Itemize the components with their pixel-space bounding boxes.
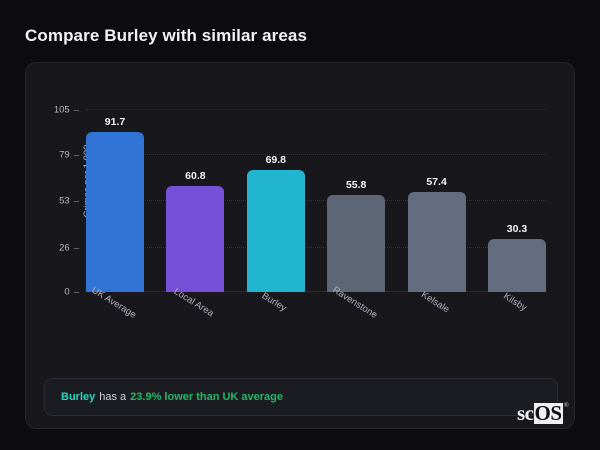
gridline: 26– (59, 242, 546, 253)
y-axis-tick-label: 53– (59, 195, 79, 207)
bar-group[interactable]: 57.4 Kelsale (407, 109, 466, 315)
bar[interactable] (487, 239, 546, 292)
page-title: Compare Burley with similar areas (25, 26, 308, 45)
bar-value-label: 55.8 (345, 178, 367, 191)
bar-value-label: 91.7 (104, 116, 126, 129)
gridline: 53– (59, 195, 546, 206)
bar-group[interactable]: 30.3 Kilsby (487, 109, 546, 314)
summary-metric: 23.9% lower than UK average (130, 391, 284, 403)
x-axis-tick-label: Kelsale (418, 289, 451, 316)
registered-mark-icon: ® (563, 401, 569, 409)
comparison-summary: Burley has a 23.9% lower than UK average (44, 378, 558, 416)
x-axis-tick-label: Kilsby (501, 290, 529, 314)
comparison-card: Crimes per 1,000 0–26–53–79–105– 91.7UK … (25, 62, 575, 429)
bar-series: 91.7 UK Average 60.8 Local Area 69.8 Burley 55… (86, 109, 546, 321)
bar[interactable] (86, 132, 144, 292)
bar-group[interactable]: 55.8 Ravenstone (327, 109, 386, 321)
bar[interactable] (407, 191, 466, 292)
bar-chart: Crimes per 1,000 0–26–53–79–105– 91.7UK … (26, 63, 576, 343)
bar-value-label: 30.3 (506, 223, 528, 236)
y-axis-tick-label: 26– (59, 242, 79, 254)
bar[interactable] (166, 186, 225, 292)
logo-highlight: OS (533, 401, 563, 425)
bar-group[interactable]: 91.7 UK Average (86, 109, 144, 321)
bar-value-label: 60.8 (185, 170, 206, 183)
logo-prefix: sc (517, 401, 534, 425)
bar-group[interactable]: 69.8 Burley (246, 109, 305, 314)
gridline: 105– (54, 105, 546, 116)
y-axis-tick-label: 105– (53, 104, 79, 116)
scos-logo: sc OS ® (517, 401, 569, 425)
gridline: 79– (59, 150, 546, 161)
bar[interactable] (246, 170, 305, 292)
bar-value-label: 69.8 (265, 154, 286, 167)
bar[interactable] (327, 194, 386, 292)
bar-group[interactable]: 60.8 Local Area (166, 109, 225, 319)
axis-baseline (86, 291, 546, 292)
summary-connector: has a (99, 391, 127, 403)
y-axis-tick-label: 79– (59, 149, 79, 161)
bar-value-label: 57.4 (426, 175, 447, 188)
x-axis-tick-label: Burley (259, 290, 289, 315)
plot-area: 0– 26– 53– 79– 105– 91.7 UK Average 60.8 Local … (54, 105, 546, 321)
summary-area-name: Burley (61, 391, 96, 403)
y-axis-tick-label: 0– (64, 286, 79, 298)
